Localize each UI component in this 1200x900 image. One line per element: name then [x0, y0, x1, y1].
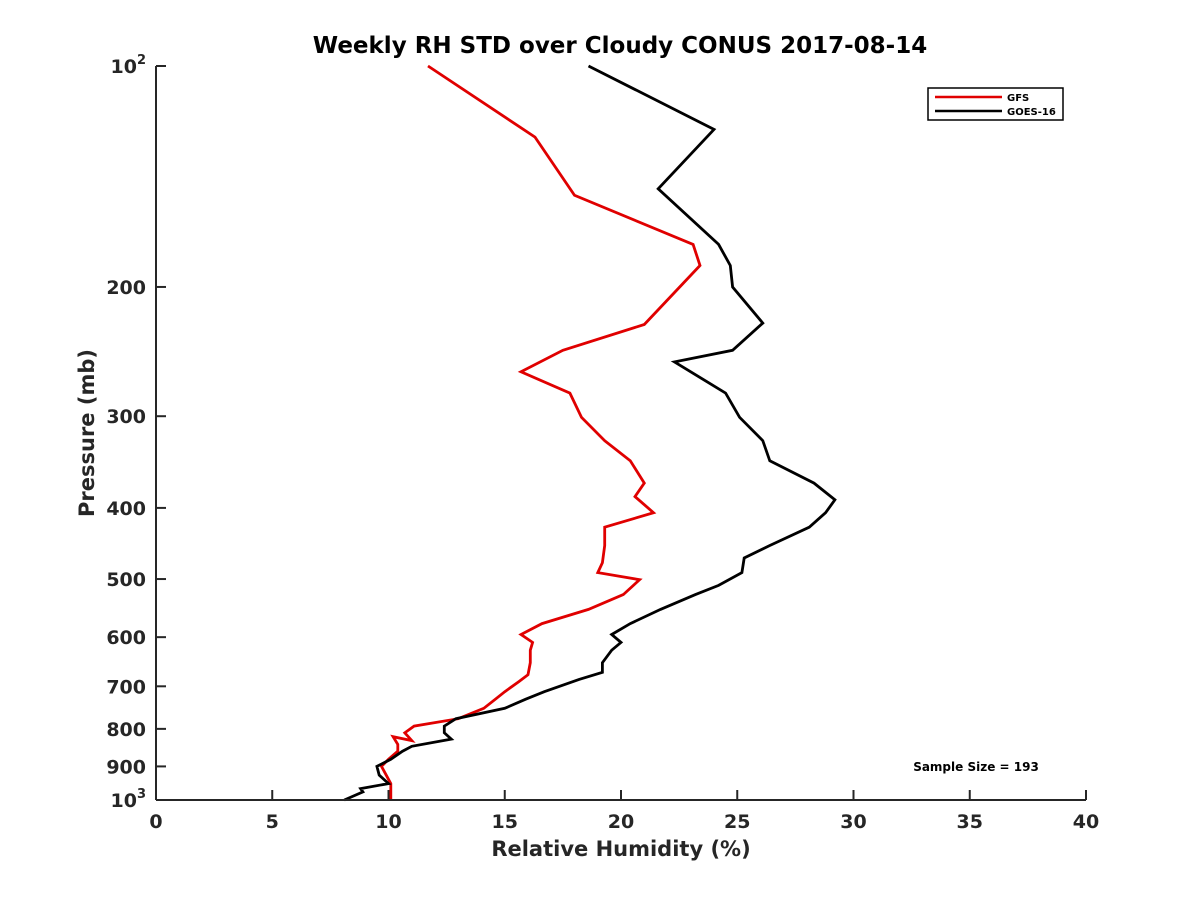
y-tick-label: 800	[106, 719, 146, 741]
legend-box	[927, 87, 1064, 121]
y-tick-label: 700	[106, 676, 146, 698]
y-tick-label: 103	[111, 787, 147, 812]
x-tick-label: 20	[608, 811, 634, 833]
sample-size-annotation: Sample Size = 193	[913, 760, 1039, 774]
x-tick-label: 5	[266, 811, 279, 833]
y-tick-label: 900	[106, 756, 146, 778]
x-ticks: 0 5 10 15 20 25 30 35 40	[149, 790, 1099, 833]
legend-label-gfs: GFS	[1007, 93, 1029, 104]
chart-title: Weekly RH STD over Cloudy CONUS 2017-08-…	[313, 33, 927, 59]
legend: GFS GOES-16	[927, 87, 1064, 121]
series-line-goes16	[343, 64, 837, 802]
y-tick-label: 300	[106, 406, 146, 428]
y-tick-label: 102	[111, 53, 147, 78]
series-line-gfs	[379, 64, 702, 800]
y-tick-label: 200	[106, 277, 146, 299]
x-tick-label: 15	[492, 811, 518, 833]
x-tick-label: 35	[957, 811, 983, 833]
plot-lines	[343, 64, 837, 802]
y-ticks: 102 200 300 400 500 600 700 800 900 103	[106, 53, 166, 812]
x-tick-label: 40	[1073, 811, 1099, 833]
x-tick-label: 25	[724, 811, 750, 833]
y-tick-label: 500	[106, 569, 146, 591]
x-tick-label: 30	[840, 811, 866, 833]
y-tick-label: 600	[106, 627, 146, 649]
y-axis-label: Pressure (mb)	[75, 349, 99, 517]
legend-label-goes16: GOES-16	[1007, 107, 1056, 118]
x-tick-label: 0	[149, 811, 162, 833]
x-axis-label: Relative Humidity (%)	[491, 837, 750, 861]
y-tick-label: 400	[106, 498, 146, 520]
x-tick-label: 10	[375, 811, 401, 833]
